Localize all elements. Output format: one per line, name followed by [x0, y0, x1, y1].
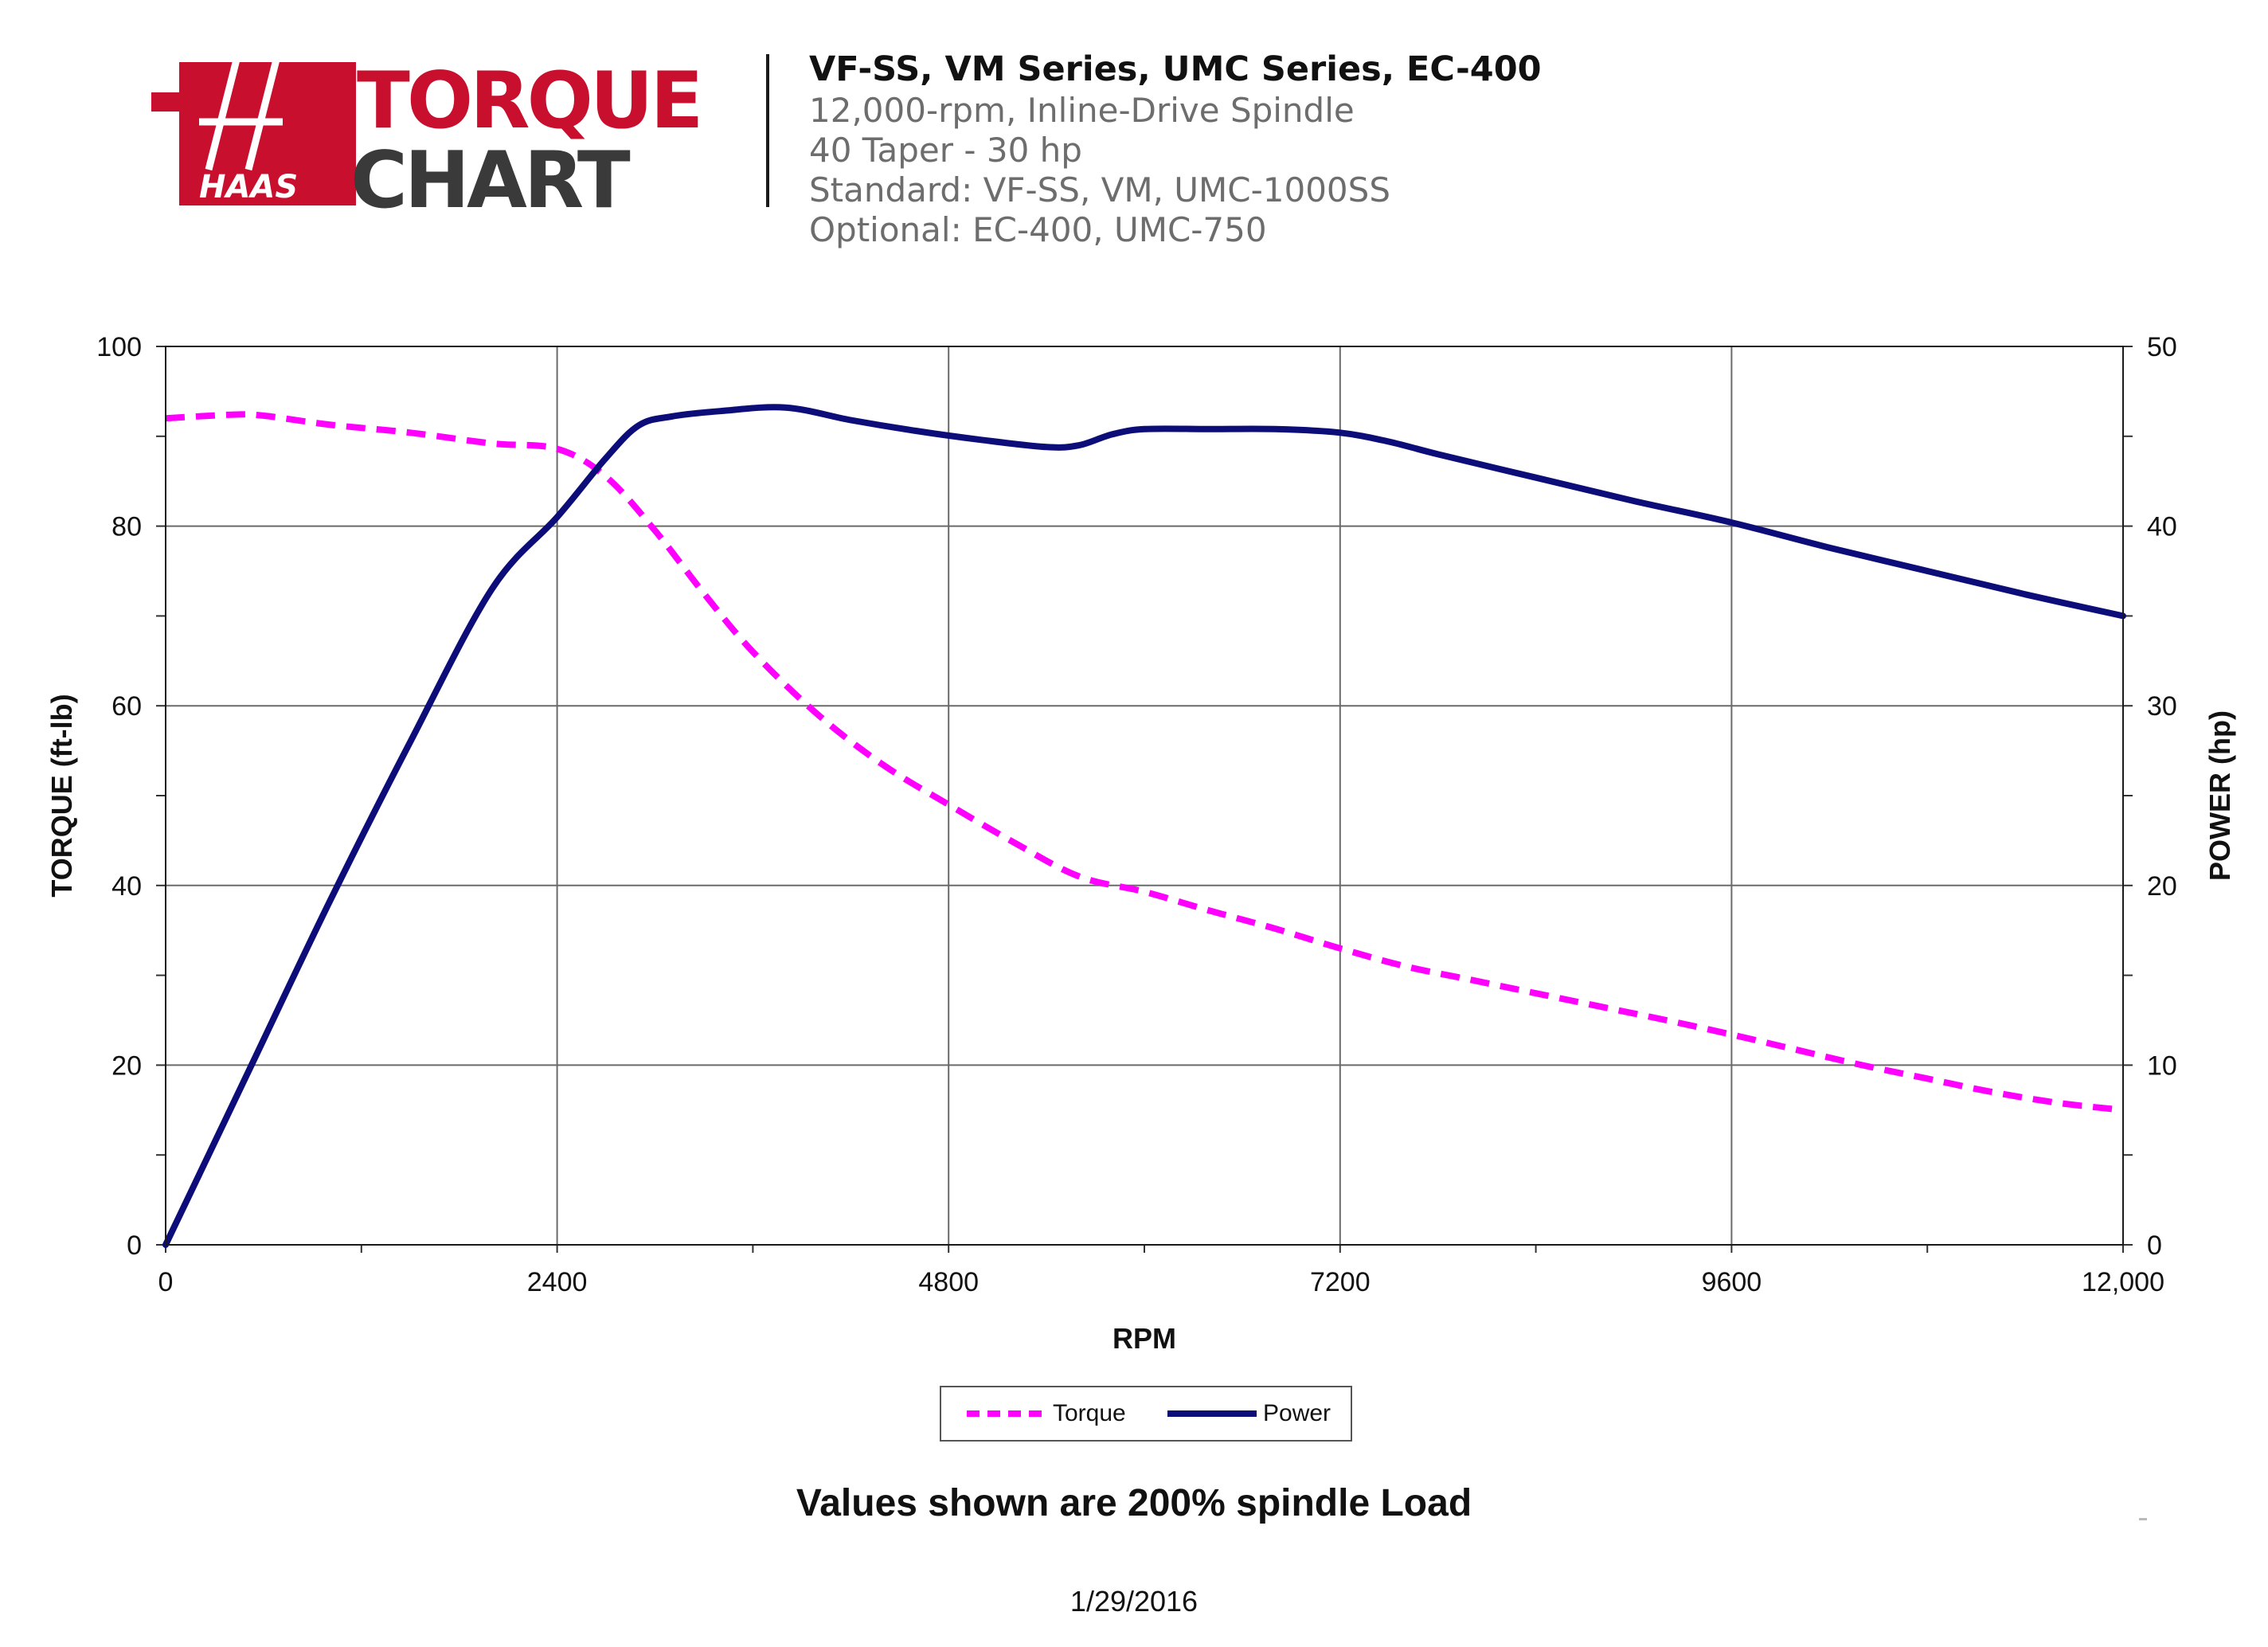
legend-swatch-torque	[967, 1410, 1046, 1417]
x-tick-label: 7200	[1310, 1267, 1371, 1297]
spindle-load-note: Values shown are 200% spindle Load	[796, 1482, 1472, 1524]
header-line-4: Optional: EC-400, UMC-750	[809, 210, 1267, 249]
legend-item-torque: Torque	[965, 1387, 1126, 1440]
logo-brand-text: HAAS	[199, 169, 298, 205]
stray-mark	[2139, 1518, 2147, 1520]
plot-frame	[165, 346, 2124, 1246]
x-tick-label: 9600	[1702, 1267, 1762, 1297]
header-title: VF-SS, VM Series, UMC Series, EC-400	[809, 49, 1542, 89]
chart-legend: Torque Power	[940, 1386, 1352, 1442]
header-divider	[766, 54, 769, 207]
legend-label-power: Power	[1263, 1400, 1331, 1426]
y2-tick-label: 20	[2147, 871, 2177, 902]
legend-item-power: Power	[1166, 1387, 1331, 1440]
x-tick-label: 0	[158, 1267, 174, 1297]
haas-torque-chart-logo: HAAS TORQUE CHART	[151, 49, 703, 213]
x-tick-label: 12,000	[2082, 1267, 2164, 1297]
y-axis-label-torque: TORQUE (ft-lb)	[45, 694, 78, 897]
y2-tick-label: 10	[2147, 1050, 2177, 1081]
y2-tick-label: 50	[2147, 332, 2177, 362]
logo-title-line1: TORQUE	[357, 56, 700, 147]
legend-swatch-power	[1167, 1410, 1257, 1417]
tick-labels: 0 2400 4800 7200 9600 12,000 0 20 40 60 80 100 0 10 20…	[96, 332, 2177, 1297]
series-line-power	[162, 404, 2126, 1248]
y-tick-label: 40	[111, 871, 142, 902]
x-axis-label: RPM	[1112, 1322, 1176, 1355]
x-tick-label: 2400	[527, 1267, 588, 1297]
y2-tick-label: 30	[2147, 691, 2177, 722]
grid-lines	[165, 346, 2124, 1246]
y-tick-label: 80	[111, 512, 142, 542]
header-line-2: 40 Taper - 30 hp	[809, 131, 1082, 170]
x-tick-label: 4800	[918, 1267, 979, 1297]
y-tick-label: 100	[96, 332, 142, 362]
legend-label-torque: Torque	[1053, 1400, 1126, 1426]
axis-ticks	[156, 346, 2133, 1253]
y-tick-label: 20	[111, 1050, 142, 1081]
y-tick-label: 0	[127, 1230, 142, 1261]
logo-title-line2: CHART	[350, 135, 631, 213]
y2-tick-label: 40	[2147, 512, 2177, 542]
y-tick-label: 60	[111, 691, 142, 722]
y2-axis-label-power: POWER (hp)	[2203, 710, 2236, 881]
header-line-1: 12,000-rpm, Inline-Drive Spindle	[809, 91, 1355, 130]
header-line-3: Standard: VF-SS, VM, UMC-1000SS	[809, 170, 1390, 209]
y2-tick-label: 0	[2147, 1230, 2162, 1261]
chart-date: 1/29/2016	[1069, 1585, 1199, 1618]
series-line-torque	[165, 411, 2124, 1113]
series-lines	[162, 404, 2126, 1248]
